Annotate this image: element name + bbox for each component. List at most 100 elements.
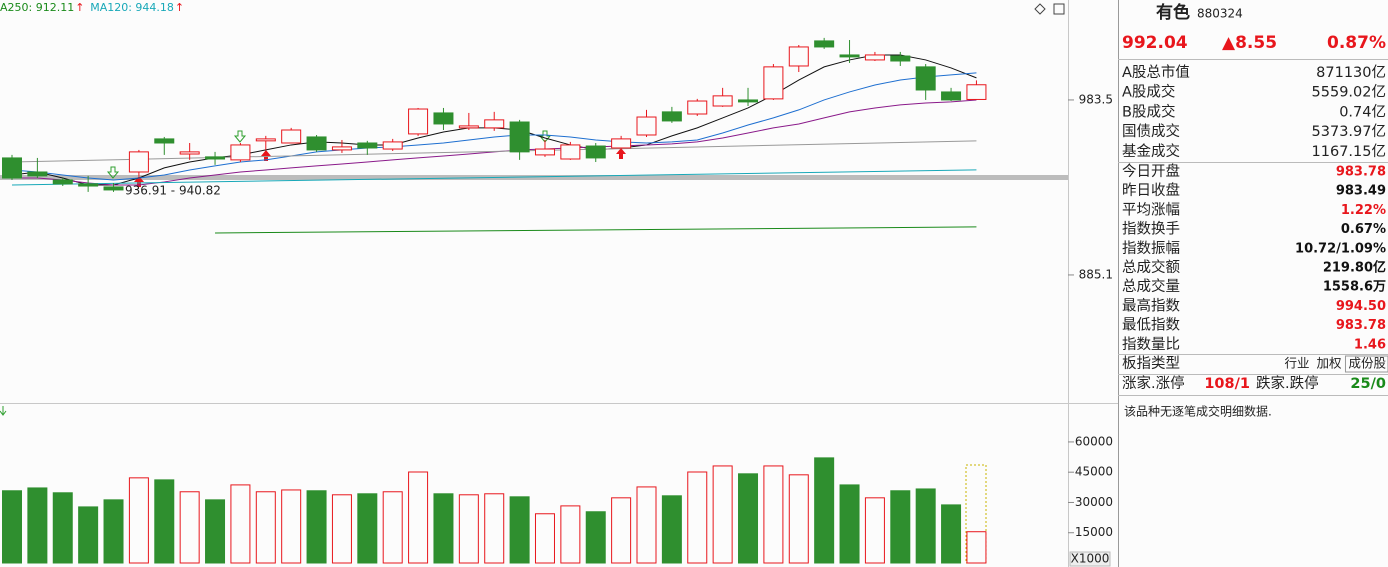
volume-bar [2,490,22,564]
candle-body [154,138,175,144]
volume-bar [408,471,429,564]
window-button[interactable] [1053,3,1065,15]
candle-body [788,46,809,67]
volume-bar [306,490,327,564]
candle-body [205,156,226,160]
row-value: 983.49 [1336,184,1386,199]
ma-arrow: ↑ [175,1,184,14]
row-value: 994.50 [1336,299,1386,314]
y-tick-label: 15000 [1075,525,1113,539]
candle-body [915,66,936,91]
volume-bar [636,486,657,564]
side-panel: 有色 880324 992.04 ▲8.55 0.87% 板指类型 涨家.涨停 … [1118,2,1388,419]
candle-body [255,138,276,142]
volume-bar [687,471,708,564]
volume-bar [890,490,911,564]
volume-bar [915,488,936,564]
candle-body [408,108,429,135]
index-code: 880324 [1197,7,1243,21]
candle-body [2,157,22,179]
row-value: 1167.15亿 [1312,143,1386,160]
band [0,175,1068,180]
type-option[interactable]: 加权 [1316,356,1342,371]
candle-body [560,144,581,160]
volume-bar [281,489,302,564]
candle-body [864,54,885,61]
volume-bar [814,457,835,564]
candle-body [103,186,124,191]
volume-bar [331,494,352,564]
candle-body [52,179,73,185]
row-label: 涨家.涨停 [1122,375,1185,392]
candle-body [128,151,149,173]
row-label: 昨日收盘 [1122,181,1180,199]
candle-body [585,145,606,159]
row-label: 板指类型 [1122,354,1180,372]
type-option[interactable]: 行业 [1284,356,1309,371]
candle-body [738,99,759,103]
row-label: 总成交额 [1122,258,1180,276]
volume-bar [179,491,200,564]
row-label: B股成交 [1122,102,1175,120]
row-value: 1.46 [1354,337,1386,352]
type-option[interactable]: 成份股 [1348,356,1386,371]
row-value: 1558.6万 [1323,280,1386,295]
candle-body [839,54,860,58]
candle-body [230,144,251,161]
note: 该品种无逐笔成交明细数据. [1124,404,1272,419]
row-value: 1.22% [1341,203,1386,218]
candle-body [941,91,962,101]
volume-bar [52,492,73,564]
row-label: 国债成交 [1122,122,1180,140]
row-value: 983.78 [1336,165,1386,180]
y-tick-label: 30000 [1075,495,1113,509]
y-tick-label: 60000 [1075,434,1113,448]
volume-bar [585,511,606,564]
change: ▲8.55 [1222,33,1277,53]
candle-body [966,84,987,100]
candle-body [357,142,378,149]
buy-arrow [134,176,144,187]
ma-legend: A250: 912.11 [0,1,74,14]
candle-body [509,121,530,153]
row-value: 0.74亿 [1339,103,1386,120]
candle-body [281,129,302,144]
volume-bar [78,506,99,564]
volume-bar [154,479,175,564]
candle-body [611,138,632,149]
row-label: 指数振幅 [1122,240,1180,257]
volume-bar [230,484,251,564]
candle-body [534,148,555,156]
row-label: 指数量比 [1122,336,1180,353]
volume-unit: X1000 [1071,552,1110,566]
row-label: A股总市值 [1122,64,1190,81]
unit-box [1069,551,1111,567]
option-box [1344,355,1388,373]
volume-bar [839,484,860,564]
down-count: 25/0 [1350,376,1386,392]
diamond-button[interactable] [1034,3,1046,15]
row-value: 219.80亿 [1323,260,1386,276]
volume-bar [712,465,733,564]
ma-legend: MA120: 944.18 [90,1,174,14]
candle-body [814,40,835,48]
volume-bar [458,494,479,564]
row-label: 指数换手 [1122,221,1180,238]
volume-bar [357,493,378,564]
sell-arrow [106,166,120,179]
candle-body [306,136,327,151]
price: 992.04 [1122,33,1188,53]
sell-arrow [538,130,552,143]
volume-bar [788,474,809,564]
volume-bar [509,496,530,564]
change-pct: 0.87% [1327,33,1386,53]
ma-line [11,140,977,163]
row-value: 5559.02亿 [1312,84,1386,101]
y-tick-label: 983.5 [1079,92,1113,106]
candle-body [27,171,48,177]
volume-bar [864,497,885,564]
volume-arrow [0,406,7,416]
row-label: 跌家.跌停 [1256,375,1319,392]
candle-body [458,125,479,129]
